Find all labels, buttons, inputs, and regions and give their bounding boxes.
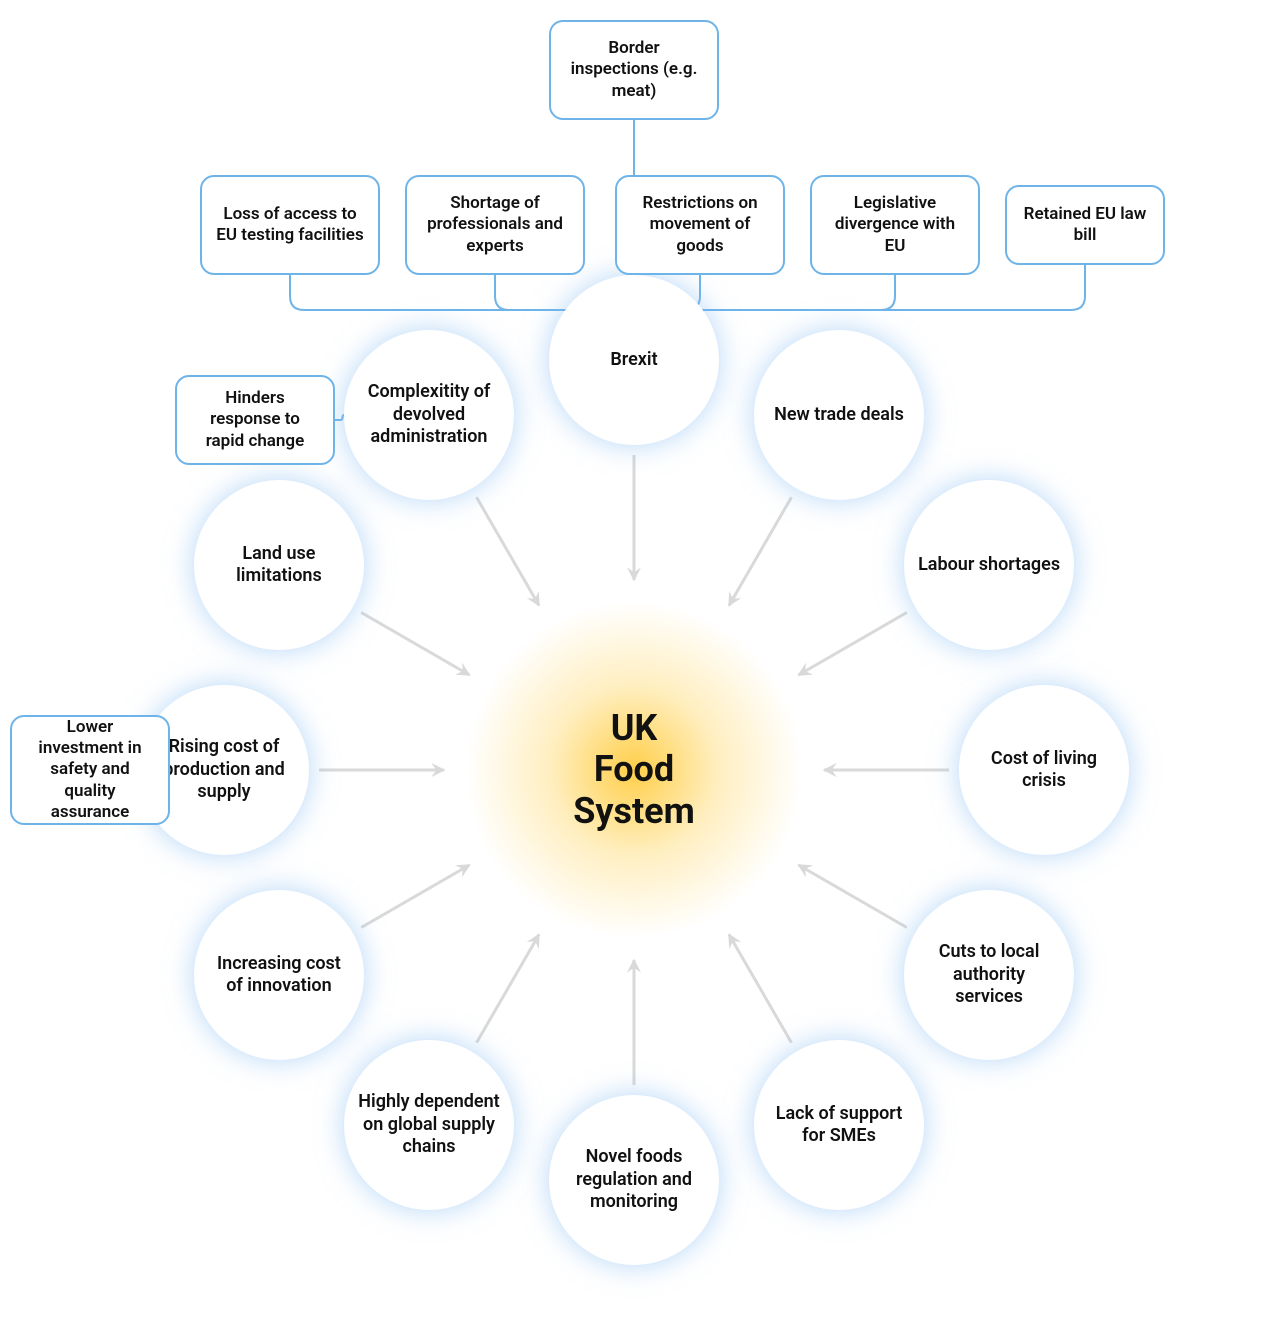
leaf-node-label: Border inspections (e.g. meat) bbox=[565, 38, 703, 102]
leaf-node-label: Retained EU law bill bbox=[1021, 204, 1149, 247]
leaf-node-label: Loss of access to EU testing facilities bbox=[216, 204, 364, 247]
leaf-node-loss: Loss of access to EU testing facilities bbox=[200, 175, 380, 275]
orbit-node-label: Land use limitations bbox=[208, 543, 350, 588]
orbit-node-label: Labour shortages bbox=[918, 554, 1060, 577]
orbit-node-label: Brexit bbox=[610, 349, 657, 372]
diagram-stage: Brexit New trade deals Labour shortages Cos… bbox=[0, 0, 1268, 1337]
orbit-node-label: Rising cost of production and supply bbox=[153, 736, 295, 804]
leaf-node-label: Lower investment in safety and quality a… bbox=[26, 717, 154, 823]
orbit-node-label: Cost of living crisis bbox=[973, 748, 1115, 793]
leaf-node-label: Restrictions on movement of goods bbox=[631, 193, 769, 257]
orbit-node-innovation: Increasing cost of innovation bbox=[194, 890, 364, 1060]
leaf-node-label: Shortage of professionals and experts bbox=[421, 193, 569, 257]
orbit-node-global: Highly dependent on global supply chains bbox=[344, 1040, 514, 1210]
orbit-node-col: Cost of living crisis bbox=[959, 685, 1129, 855]
leaf-node-hinders: Hinders response to rapid change bbox=[175, 375, 335, 465]
leaf-node-restrict: Restrictions on movement of goods bbox=[615, 175, 785, 275]
orbit-node-labour: Labour shortages bbox=[904, 480, 1074, 650]
orbit-node-land: Land use limitations bbox=[194, 480, 364, 650]
orbit-node-label: New trade deals bbox=[774, 404, 904, 427]
orbit-node-sme: Lack of support for SMEs bbox=[754, 1040, 924, 1210]
leaf-node-shortage: Shortage of professionals and experts bbox=[405, 175, 585, 275]
orbit-node-devolved: Complexitity of devolved administration bbox=[344, 330, 514, 500]
orbit-node-novel: Novel foods regulation and monitoring bbox=[549, 1095, 719, 1265]
orbit-node-brexit: Brexit bbox=[549, 275, 719, 445]
orbit-node-label: Highly dependent on global supply chains bbox=[358, 1091, 500, 1159]
orbit-node-label: Complexitity of devolved administration bbox=[358, 381, 500, 449]
leaf-node-retained: Retained EU law bill bbox=[1005, 185, 1165, 265]
leaf-node-legis: Legislative divergence with EU bbox=[810, 175, 980, 275]
leaf-node-label: Hinders response to rapid change bbox=[191, 388, 319, 452]
leaf-node-lowerinv: Lower investment in safety and quality a… bbox=[10, 715, 170, 825]
orbit-node-label: Cuts to local authority services bbox=[918, 941, 1060, 1009]
orbit-node-label: Lack of support for SMEs bbox=[768, 1103, 910, 1148]
center-label: UK Food System bbox=[573, 708, 695, 832]
leaf-node-label: Legislative divergence with EU bbox=[826, 193, 964, 257]
orbit-node-trade: New trade deals bbox=[754, 330, 924, 500]
orbit-node-cuts: Cuts to local authority services bbox=[904, 890, 1074, 1060]
orbit-node-label: Novel foods regulation and monitoring bbox=[563, 1146, 705, 1214]
leaf-node-border: Border inspections (e.g. meat) bbox=[549, 20, 719, 120]
orbit-node-label: Increasing cost of innovation bbox=[208, 953, 350, 998]
